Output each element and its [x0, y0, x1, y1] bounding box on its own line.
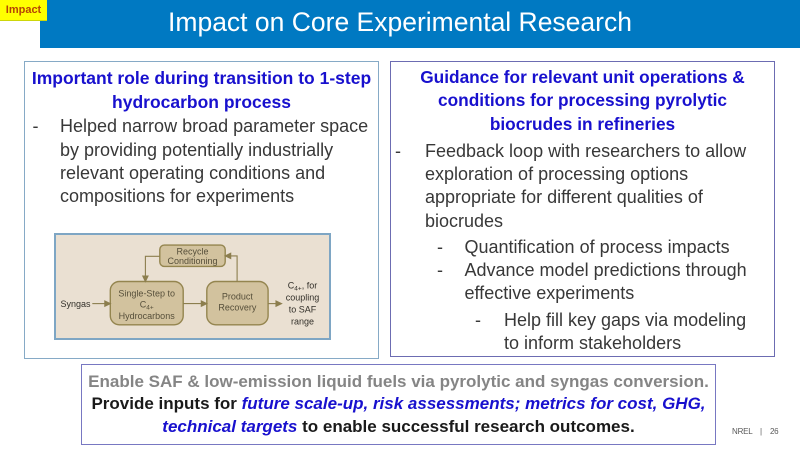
svg-text:range: range — [290, 317, 313, 327]
svg-text:to SAF: to SAF — [288, 305, 316, 315]
svg-text:Single-Step to: Single-Step to — [118, 289, 175, 299]
svg-text:Syngas: Syngas — [60, 299, 91, 309]
svg-text:C4+, for: C4+, for — [287, 281, 316, 293]
svg-text:Recovery: Recovery — [218, 303, 257, 313]
svg-text:Hydrocarbons: Hydrocarbons — [118, 311, 175, 321]
svg-text:Product: Product — [221, 292, 253, 302]
svg-text:Conditioning: Conditioning — [167, 256, 217, 266]
svg-text:Recycle: Recycle — [176, 247, 208, 257]
svg-text:coupling: coupling — [285, 293, 319, 303]
